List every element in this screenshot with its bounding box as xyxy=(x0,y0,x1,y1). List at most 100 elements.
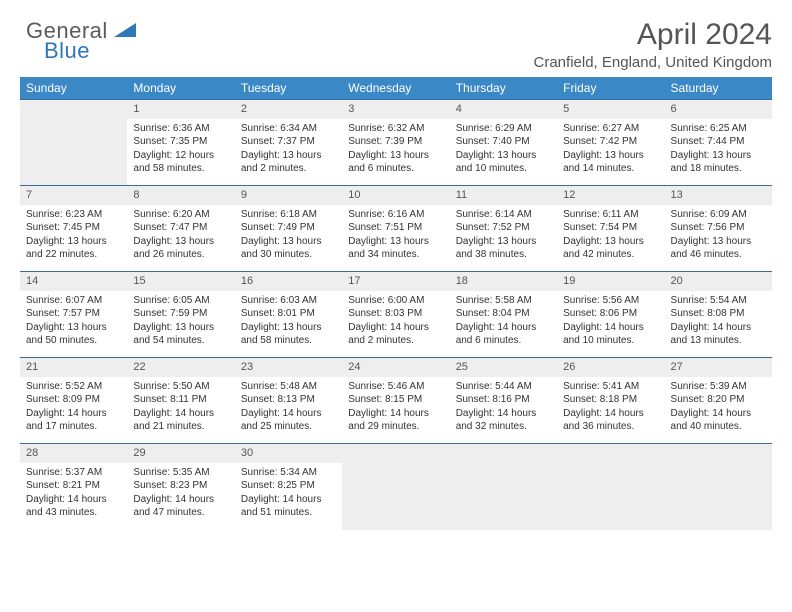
day-details: Sunrise: 6:16 AMSunset: 7:51 PMDaylight:… xyxy=(342,205,449,266)
day-number: 23 xyxy=(235,358,342,377)
sunrise-text: Sunrise: 5:50 AM xyxy=(133,380,228,394)
daylight-text: and 2 minutes. xyxy=(348,334,443,348)
sunrise-text: Sunrise: 6:34 AM xyxy=(241,122,336,136)
day-details: Sunrise: 5:46 AMSunset: 8:15 PMDaylight:… xyxy=(342,377,449,438)
sunset-text: Sunset: 8:25 PM xyxy=(241,479,336,493)
day-number: 3 xyxy=(342,100,449,119)
sunset-text: Sunset: 7:44 PM xyxy=(671,135,766,149)
daylight-text: and 6 minutes. xyxy=(456,334,551,348)
weekday-header: Thursday xyxy=(450,77,557,100)
sunrise-text: Sunrise: 6:23 AM xyxy=(26,208,121,222)
daylight-text: Daylight: 13 hours xyxy=(26,321,121,335)
calendar-day-cell: 24Sunrise: 5:46 AMSunset: 8:15 PMDayligh… xyxy=(342,358,449,444)
day-number: 14 xyxy=(20,272,127,291)
daylight-text: and 50 minutes. xyxy=(26,334,121,348)
daylight-text: and 6 minutes. xyxy=(348,162,443,176)
sunrise-text: Sunrise: 6:03 AM xyxy=(241,294,336,308)
daylight-text: Daylight: 12 hours xyxy=(133,149,228,163)
sunrise-text: Sunrise: 5:39 AM xyxy=(671,380,766,394)
calendar-day-cell: 27Sunrise: 5:39 AMSunset: 8:20 PMDayligh… xyxy=(665,358,772,444)
daylight-text: and 18 minutes. xyxy=(671,162,766,176)
daylight-text: Daylight: 13 hours xyxy=(133,235,228,249)
day-details: Sunrise: 6:14 AMSunset: 7:52 PMDaylight:… xyxy=(450,205,557,266)
day-number: 6 xyxy=(665,100,772,119)
sunrise-text: Sunrise: 6:00 AM xyxy=(348,294,443,308)
day-number: 17 xyxy=(342,272,449,291)
daylight-text: and 32 minutes. xyxy=(456,420,551,434)
daylight-text: and 30 minutes. xyxy=(241,248,336,262)
sunset-text: Sunset: 7:47 PM xyxy=(133,221,228,235)
day-number: 2 xyxy=(235,100,342,119)
calendar-day-cell xyxy=(20,100,127,186)
weekday-header-row: Sunday Monday Tuesday Wednesday Thursday… xyxy=(20,77,772,100)
day-details: Sunrise: 6:03 AMSunset: 8:01 PMDaylight:… xyxy=(235,291,342,352)
calendar-day-cell: 21Sunrise: 5:52 AMSunset: 8:09 PMDayligh… xyxy=(20,358,127,444)
sunset-text: Sunset: 8:08 PM xyxy=(671,307,766,321)
day-details: Sunrise: 6:07 AMSunset: 7:57 PMDaylight:… xyxy=(20,291,127,352)
sunrise-text: Sunrise: 5:54 AM xyxy=(671,294,766,308)
day-details: Sunrise: 6:18 AMSunset: 7:49 PMDaylight:… xyxy=(235,205,342,266)
calendar-day-cell: 15Sunrise: 6:05 AMSunset: 7:59 PMDayligh… xyxy=(127,272,234,358)
sunset-text: Sunset: 8:06 PM xyxy=(563,307,658,321)
daylight-text: and 47 minutes. xyxy=(133,506,228,520)
calendar-day-cell: 16Sunrise: 6:03 AMSunset: 8:01 PMDayligh… xyxy=(235,272,342,358)
day-details: Sunrise: 5:37 AMSunset: 8:21 PMDaylight:… xyxy=(20,463,127,524)
sunset-text: Sunset: 7:59 PM xyxy=(133,307,228,321)
daylight-text: Daylight: 14 hours xyxy=(563,407,658,421)
sunrise-text: Sunrise: 6:25 AM xyxy=(671,122,766,136)
calendar-day-cell: 20Sunrise: 5:54 AMSunset: 8:08 PMDayligh… xyxy=(665,272,772,358)
calendar-day-cell: 26Sunrise: 5:41 AMSunset: 8:18 PMDayligh… xyxy=(557,358,664,444)
calendar-day-cell: 22Sunrise: 5:50 AMSunset: 8:11 PMDayligh… xyxy=(127,358,234,444)
calendar-day-cell: 18Sunrise: 5:58 AMSunset: 8:04 PMDayligh… xyxy=(450,272,557,358)
daylight-text: Daylight: 13 hours xyxy=(563,149,658,163)
weekday-header: Friday xyxy=(557,77,664,100)
calendar-day-cell: 4Sunrise: 6:29 AMSunset: 7:40 PMDaylight… xyxy=(450,100,557,186)
sunset-text: Sunset: 8:01 PM xyxy=(241,307,336,321)
daylight-text: Daylight: 13 hours xyxy=(26,235,121,249)
daylight-text: Daylight: 13 hours xyxy=(671,149,766,163)
calendar-day-cell: 14Sunrise: 6:07 AMSunset: 7:57 PMDayligh… xyxy=(20,272,127,358)
daylight-text: and 40 minutes. xyxy=(671,420,766,434)
daylight-text: and 14 minutes. xyxy=(563,162,658,176)
day-number: 13 xyxy=(665,186,772,205)
sunset-text: Sunset: 8:13 PM xyxy=(241,393,336,407)
day-details: Sunrise: 5:58 AMSunset: 8:04 PMDaylight:… xyxy=(450,291,557,352)
calendar-day-cell: 8Sunrise: 6:20 AMSunset: 7:47 PMDaylight… xyxy=(127,186,234,272)
daylight-text: and 36 minutes. xyxy=(563,420,658,434)
calendar-day-cell: 10Sunrise: 6:16 AMSunset: 7:51 PMDayligh… xyxy=(342,186,449,272)
daylight-text: and 58 minutes. xyxy=(241,334,336,348)
sunrise-text: Sunrise: 6:16 AM xyxy=(348,208,443,222)
daylight-text: Daylight: 13 hours xyxy=(241,149,336,163)
weekday-header: Saturday xyxy=(665,77,772,100)
day-number: 27 xyxy=(665,358,772,377)
day-number: 29 xyxy=(127,444,234,463)
daylight-text: Daylight: 13 hours xyxy=(456,235,551,249)
calendar-week-row: 7Sunrise: 6:23 AMSunset: 7:45 PMDaylight… xyxy=(20,186,772,272)
daylight-text: Daylight: 14 hours xyxy=(241,493,336,507)
sunset-text: Sunset: 7:52 PM xyxy=(456,221,551,235)
calendar-day-cell xyxy=(557,444,664,530)
sunset-text: Sunset: 7:42 PM xyxy=(563,135,658,149)
day-number: 21 xyxy=(20,358,127,377)
calendar-day-cell: 11Sunrise: 6:14 AMSunset: 7:52 PMDayligh… xyxy=(450,186,557,272)
sunrise-text: Sunrise: 6:07 AM xyxy=(26,294,121,308)
day-number: 30 xyxy=(235,444,342,463)
calendar-day-cell: 12Sunrise: 6:11 AMSunset: 7:54 PMDayligh… xyxy=(557,186,664,272)
daylight-text: Daylight: 14 hours xyxy=(348,407,443,421)
sunset-text: Sunset: 8:09 PM xyxy=(26,393,121,407)
day-details: Sunrise: 6:29 AMSunset: 7:40 PMDaylight:… xyxy=(450,119,557,180)
day-number: 1 xyxy=(127,100,234,119)
day-number: 7 xyxy=(20,186,127,205)
daylight-text: Daylight: 14 hours xyxy=(26,407,121,421)
day-details: Sunrise: 6:23 AMSunset: 7:45 PMDaylight:… xyxy=(20,205,127,266)
daylight-text: Daylight: 13 hours xyxy=(241,235,336,249)
day-number: 15 xyxy=(127,272,234,291)
daylight-text: and 25 minutes. xyxy=(241,420,336,434)
day-number: 9 xyxy=(235,186,342,205)
calendar-table: Sunday Monday Tuesday Wednesday Thursday… xyxy=(20,77,772,530)
day-details: Sunrise: 5:41 AMSunset: 8:18 PMDaylight:… xyxy=(557,377,664,438)
sunset-text: Sunset: 8:23 PM xyxy=(133,479,228,493)
sunrise-text: Sunrise: 6:09 AM xyxy=(671,208,766,222)
daylight-text: Daylight: 14 hours xyxy=(456,321,551,335)
sunrise-text: Sunrise: 5:46 AM xyxy=(348,380,443,394)
